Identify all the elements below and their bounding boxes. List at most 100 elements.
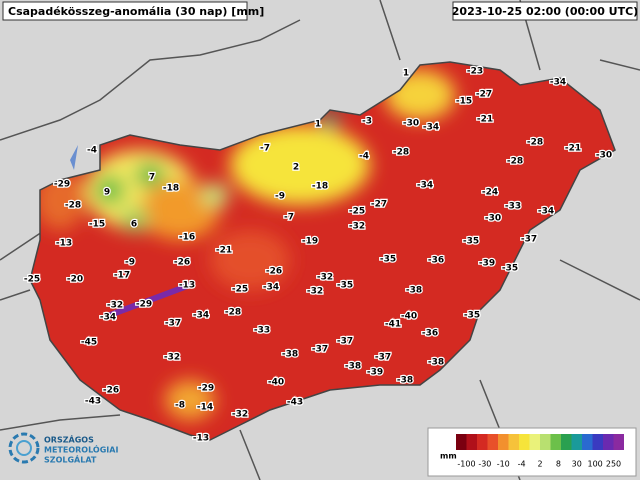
- station-label: -39: [479, 259, 495, 269]
- legend-swatch: [498, 434, 509, 450]
- logo-text: SZOLGÁLAT: [44, 454, 97, 465]
- station-label: -13: [56, 239, 72, 249]
- title: Csapadékösszeg-anomália (30 nap) [mm]: [8, 5, 264, 18]
- legend-swatch: [487, 434, 498, 450]
- station-label: -19: [302, 237, 318, 247]
- station-label: -34: [550, 78, 566, 88]
- station-label: -8: [175, 401, 185, 411]
- legend-swatch: [540, 434, 551, 450]
- station-label: -37: [375, 353, 391, 363]
- station-label: -24: [482, 188, 498, 198]
- station-label: -43: [287, 398, 303, 408]
- legend-swatch: [613, 434, 624, 450]
- legend-swatch: [456, 434, 467, 450]
- station-label: -38: [406, 286, 422, 296]
- logo-text: ORSZÁGOS: [44, 434, 94, 445]
- station-label: -9: [125, 258, 135, 268]
- legend-unit: mm: [440, 452, 457, 461]
- legend-swatch: [508, 434, 519, 450]
- station-label: -29: [198, 384, 214, 394]
- station-label: -23: [467, 67, 483, 77]
- legend-tick-label: 2: [537, 460, 542, 469]
- legend-swatch: [582, 434, 593, 450]
- station-label: -32: [349, 222, 365, 232]
- station-label: -16: [179, 233, 195, 243]
- station-label: -37: [312, 345, 328, 355]
- legend-swatch: [529, 434, 540, 450]
- station-label: -13: [179, 281, 195, 291]
- station-label: -37: [521, 235, 537, 245]
- station-label: -40: [268, 378, 284, 388]
- title-box: [2, 1, 248, 21]
- station-label: -4: [87, 146, 97, 156]
- station-label: -26: [103, 386, 119, 396]
- station-label: -37: [337, 337, 353, 347]
- station-label: -35: [337, 281, 353, 291]
- station-label: -32: [307, 287, 323, 297]
- station-label: -21: [477, 115, 493, 125]
- station-label: -38: [428, 358, 444, 368]
- station-label: -21: [565, 144, 581, 154]
- station-label: -39: [367, 368, 383, 378]
- station-label: -21: [216, 246, 232, 256]
- station-label: -35: [380, 255, 396, 265]
- legend-swatch: [550, 434, 561, 450]
- station-label: 1: [403, 69, 409, 79]
- station-label: -17: [114, 271, 130, 281]
- station-label: -15: [456, 97, 472, 107]
- timestamp: 2023-10-25 02:00 (00:00 UTC): [452, 5, 638, 18]
- station-label: -34: [423, 123, 439, 133]
- station-label: -18: [312, 182, 328, 192]
- station-label: -20: [67, 275, 83, 285]
- legend-tick-label: -4: [518, 460, 526, 469]
- station-label: -9: [275, 192, 285, 202]
- legend-tick-label: 8: [556, 460, 561, 469]
- station-label: -33: [254, 326, 270, 336]
- station-label: -26: [174, 258, 190, 268]
- legend-swatch: [477, 434, 488, 450]
- station-label: -40: [401, 312, 417, 322]
- station-label: -38: [397, 376, 413, 386]
- timestamp-box: [452, 1, 638, 21]
- station-label: -34: [193, 311, 209, 321]
- station-label: -35: [464, 311, 480, 321]
- legend-swatch: [561, 434, 572, 450]
- station-label: -32: [107, 301, 123, 311]
- station-label: -25: [232, 285, 248, 295]
- station-label: 6: [131, 220, 137, 230]
- station-label: -13: [193, 434, 209, 444]
- station-label: -27: [476, 90, 492, 100]
- legend-swatch: [571, 434, 582, 450]
- station-label: -7: [284, 213, 294, 223]
- legend-swatch: [603, 434, 614, 450]
- station-label: -37: [165, 319, 181, 329]
- station-label: -36: [422, 329, 438, 339]
- station-label: -15: [89, 220, 105, 230]
- legend-tick-label: 100: [587, 460, 602, 469]
- station-label: -32: [164, 353, 180, 363]
- station-label: -43: [85, 397, 101, 407]
- station-label: -36: [428, 256, 444, 266]
- station-label: 9: [104, 188, 110, 198]
- station-label: 2: [293, 163, 299, 173]
- station-label: -38: [282, 350, 298, 360]
- station-label: -26: [266, 267, 282, 277]
- legend-tick-label: -10: [497, 460, 510, 469]
- station-label: -35: [463, 237, 479, 247]
- station-label: -25: [349, 207, 365, 217]
- station-label: -28: [393, 148, 409, 158]
- station-label: -34: [100, 313, 116, 323]
- legend-swatch: [466, 434, 477, 450]
- legend-tick-label: 30: [572, 460, 582, 469]
- station-label: -18: [163, 184, 179, 194]
- station-label: -28: [65, 201, 81, 211]
- station-label: -28: [507, 157, 523, 167]
- station-label: -30: [596, 151, 612, 161]
- station-label: -34: [417, 181, 433, 191]
- station-label: -30: [403, 119, 419, 129]
- station-label: -35: [502, 264, 518, 274]
- station-label: -28: [527, 138, 543, 148]
- station-label: -45: [81, 338, 97, 348]
- station-label: -27: [371, 200, 387, 210]
